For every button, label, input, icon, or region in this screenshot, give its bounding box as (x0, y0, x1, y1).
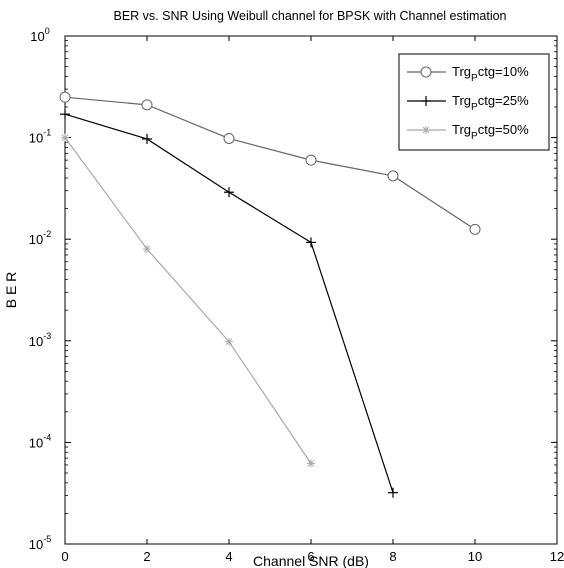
marker-plus (388, 487, 398, 498)
y-tick-label: 10-2 (29, 229, 51, 247)
x-tick-label: 10 (468, 549, 482, 564)
marker-circle (141, 99, 153, 111)
legend-label: TrgPctg=10% (452, 64, 529, 84)
x-tick-label: 8 (389, 549, 396, 564)
marker-plus (421, 96, 431, 106)
legend-item-3: TrgPctg=50% (407, 122, 529, 142)
marker-circle (305, 154, 317, 166)
series-2 (60, 109, 398, 498)
marker-star-d2 (422, 126, 430, 134)
legend-label: TrgPctg=25% (452, 93, 529, 113)
series-1 (59, 91, 481, 235)
y-tick-label: 10-4 (29, 432, 51, 450)
series-3 (61, 133, 315, 468)
legend-item-1: TrgPctg=10% (407, 64, 529, 84)
marker-circle (387, 170, 399, 182)
y-axis-label: B E R (3, 272, 19, 309)
axis-ticks: 0 2 4 6 8 10 12 100 10-1 10-2 10-3 10-4 10-5 (29, 26, 564, 564)
series-layer (59, 91, 481, 498)
x-tick-label: 12 (550, 549, 564, 564)
marker-circle (469, 223, 481, 235)
marker-star (143, 245, 151, 254)
marker-star-d2 (61, 134, 69, 141)
marker-star-d2 (143, 245, 151, 253)
series-line (64, 137, 312, 464)
legend-label: TrgPctg=50% (452, 122, 529, 142)
marker-plus (142, 133, 152, 144)
marker-star-d2 (307, 460, 315, 467)
y-tick-label: 10-5 (29, 534, 51, 552)
marker-circle (420, 66, 432, 78)
marker-star (422, 126, 430, 134)
x-tick-label: 0 (61, 549, 68, 564)
legend-item-2: TrgPctg=25% (407, 93, 529, 113)
x-tick-label: 4 (225, 549, 232, 564)
x-axis-label: Channel SNR (dB) (253, 553, 369, 568)
marker-star (61, 133, 69, 142)
chart-title: BER vs. SNR Using Weibull channel for BP… (114, 9, 507, 23)
marker-star-d2 (225, 338, 233, 346)
marker-star (225, 337, 233, 346)
marker-plus (306, 237, 316, 248)
marker-circle (223, 132, 235, 144)
y-tick-label: 10-3 (29, 331, 51, 349)
x-tick-label: 6 (307, 549, 314, 564)
marker-plus (224, 187, 234, 198)
y-tick-label: 100 (30, 26, 49, 44)
x-tick-label: 2 (143, 549, 150, 564)
marker-circle (59, 91, 71, 103)
y-tick-label: 10-1 (29, 128, 51, 146)
marker-star (307, 459, 315, 468)
series-line (64, 96, 476, 230)
legend: TrgPctg=10% TrgPctg=25% TrgPctg=50% (398, 53, 550, 151)
marker-plus (60, 109, 70, 120)
